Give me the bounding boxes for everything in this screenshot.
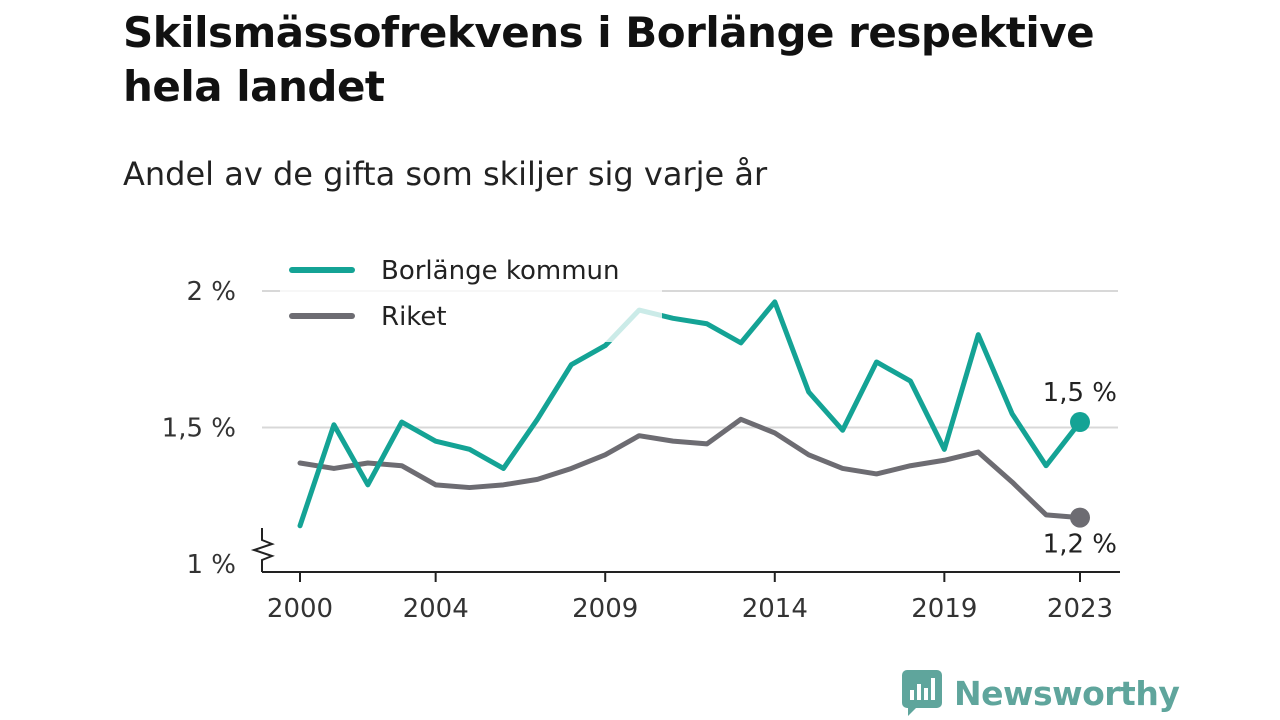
y-tick-label: 2 % bbox=[186, 277, 236, 307]
chart-title: Skilsmässofrekvens i Borlänge respektive… bbox=[123, 8, 1095, 111]
y-tick-label: 1 % bbox=[186, 550, 236, 580]
x-tick-label: 2009 bbox=[572, 594, 638, 624]
y-tick-label: 1,5 % bbox=[162, 414, 236, 444]
x-axis: 2000 2004 2009 2014 2019 2023 bbox=[262, 571, 1120, 624]
end-label: 1,2 % bbox=[1043, 530, 1117, 560]
end-point-borlange bbox=[1070, 412, 1090, 433]
y-axis: 1 % 1,5 % 2 % bbox=[162, 277, 275, 580]
x-tick-label: 2000 bbox=[267, 594, 333, 624]
legend-label: Riket bbox=[381, 302, 447, 332]
series-line-borlange bbox=[297, 299, 1083, 529]
x-tick-label: 2023 bbox=[1047, 594, 1113, 624]
legend-label: Borlänge kommun bbox=[381, 256, 619, 286]
x-tick-label: 2019 bbox=[911, 594, 977, 624]
chart-subtitle: Andel av de gifta som skiljer sig varje … bbox=[123, 155, 768, 193]
series-group bbox=[297, 299, 1083, 529]
newsworthy-logo-icon bbox=[902, 670, 942, 716]
end-point-riket bbox=[1070, 507, 1090, 528]
x-tick-label: 2014 bbox=[742, 594, 808, 624]
end-label: 1,5 % bbox=[1043, 378, 1117, 408]
x-tick-label: 2004 bbox=[403, 594, 469, 624]
legend-background bbox=[280, 246, 662, 342]
y-axis-break bbox=[250, 528, 275, 572]
legend: Borlänge kommun Riket bbox=[280, 246, 662, 342]
brand-name: Newsworthy bbox=[954, 673, 1180, 713]
end-labels: 1,5 % 1,2 % bbox=[1043, 378, 1117, 560]
brand: Newsworthy bbox=[902, 668, 1180, 718]
series-line-riket bbox=[297, 416, 1083, 521]
